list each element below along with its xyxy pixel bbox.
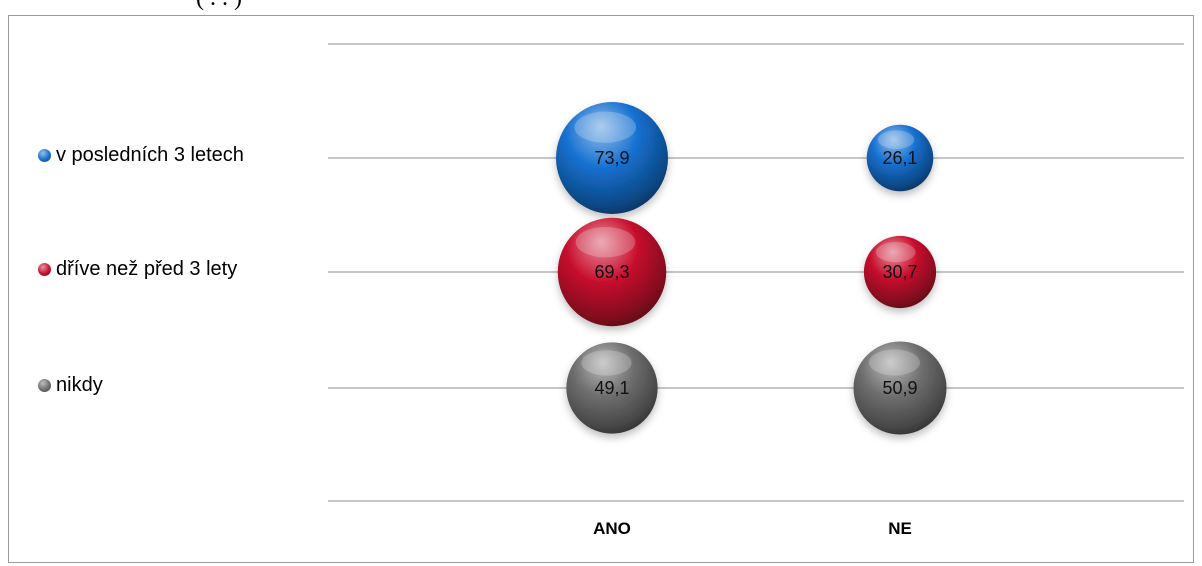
bubble-1-0: [557, 217, 667, 327]
x-tick-label: NE: [888, 519, 912, 538]
legend-marker-icon: [38, 149, 51, 162]
legend-label: v posledních 3 letech: [56, 144, 244, 166]
grid-layer: [328, 43, 1184, 502]
data-label: 69,3: [594, 262, 629, 282]
bubble-highlight: [868, 349, 920, 376]
header-fragment: ( . . ): [196, 0, 242, 10]
legend-item: dříve než před 3 lety: [38, 258, 237, 281]
bubble-2-0: [566, 342, 658, 434]
legend-item: nikdy: [38, 374, 103, 397]
x-axis-ticks: ANO NE: [593, 519, 912, 538]
bubble-highlight: [877, 130, 915, 150]
legend-label: nikdy: [56, 374, 103, 396]
bubble-layer: 73,9 26,1 69,3 30,7 49,1 50,9: [556, 102, 947, 435]
x-tick-label: ANO: [593, 519, 631, 538]
bubble-1-1: [863, 235, 937, 309]
legend-marker-icon: [38, 379, 51, 392]
legend-item: v posledních 3 letech: [38, 144, 244, 167]
bubble-2-1: [853, 341, 947, 435]
bubble-highlight: [575, 226, 636, 258]
bubble-0-0: [556, 102, 668, 214]
data-label: 50,9: [882, 378, 917, 398]
legend-marker-icon: [38, 263, 51, 276]
bubble-highlight: [875, 242, 916, 263]
bubble-highlight: [581, 350, 632, 376]
data-label: 30,7: [882, 262, 917, 282]
bubble-0-1: [866, 124, 934, 192]
legend-label: dříve než před 3 lety: [56, 258, 238, 280]
data-label: 49,1: [594, 378, 629, 398]
data-label: 26,1: [882, 148, 917, 168]
bubble-highlight: [574, 111, 637, 143]
data-label: 73,9: [594, 148, 629, 168]
